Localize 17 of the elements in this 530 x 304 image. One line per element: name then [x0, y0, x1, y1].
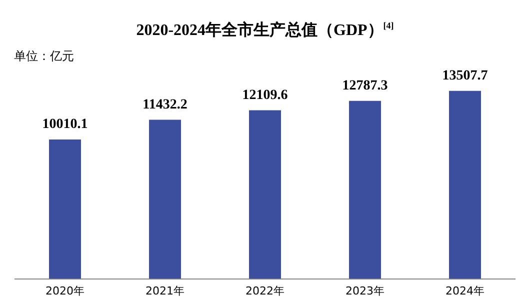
bar	[449, 90, 481, 279]
bar	[49, 140, 81, 279]
x-tick-label: 2023年	[346, 284, 384, 298]
x-tick-label: 2024年	[446, 284, 484, 298]
x-tick-label: 2021年	[146, 284, 184, 298]
x-tick-label: 2022年	[246, 284, 284, 298]
data-label: 12109.6	[242, 88, 288, 103]
data-label: 13507.7	[442, 68, 488, 84]
data-label: 11432.2	[142, 97, 188, 112]
chart-title: 2020-2024年全市生产总值（GDP）$^{[4]}$	[135, 20, 395, 41]
y-axis-title: 单位：亿元	[14, 48, 74, 65]
bar	[349, 100, 381, 279]
bar	[249, 110, 281, 279]
data-label: 12787.3	[342, 78, 388, 94]
bar	[149, 120, 181, 279]
data-label: 10010.1	[42, 117, 88, 132]
x-tick-label: 2020年	[46, 284, 84, 298]
